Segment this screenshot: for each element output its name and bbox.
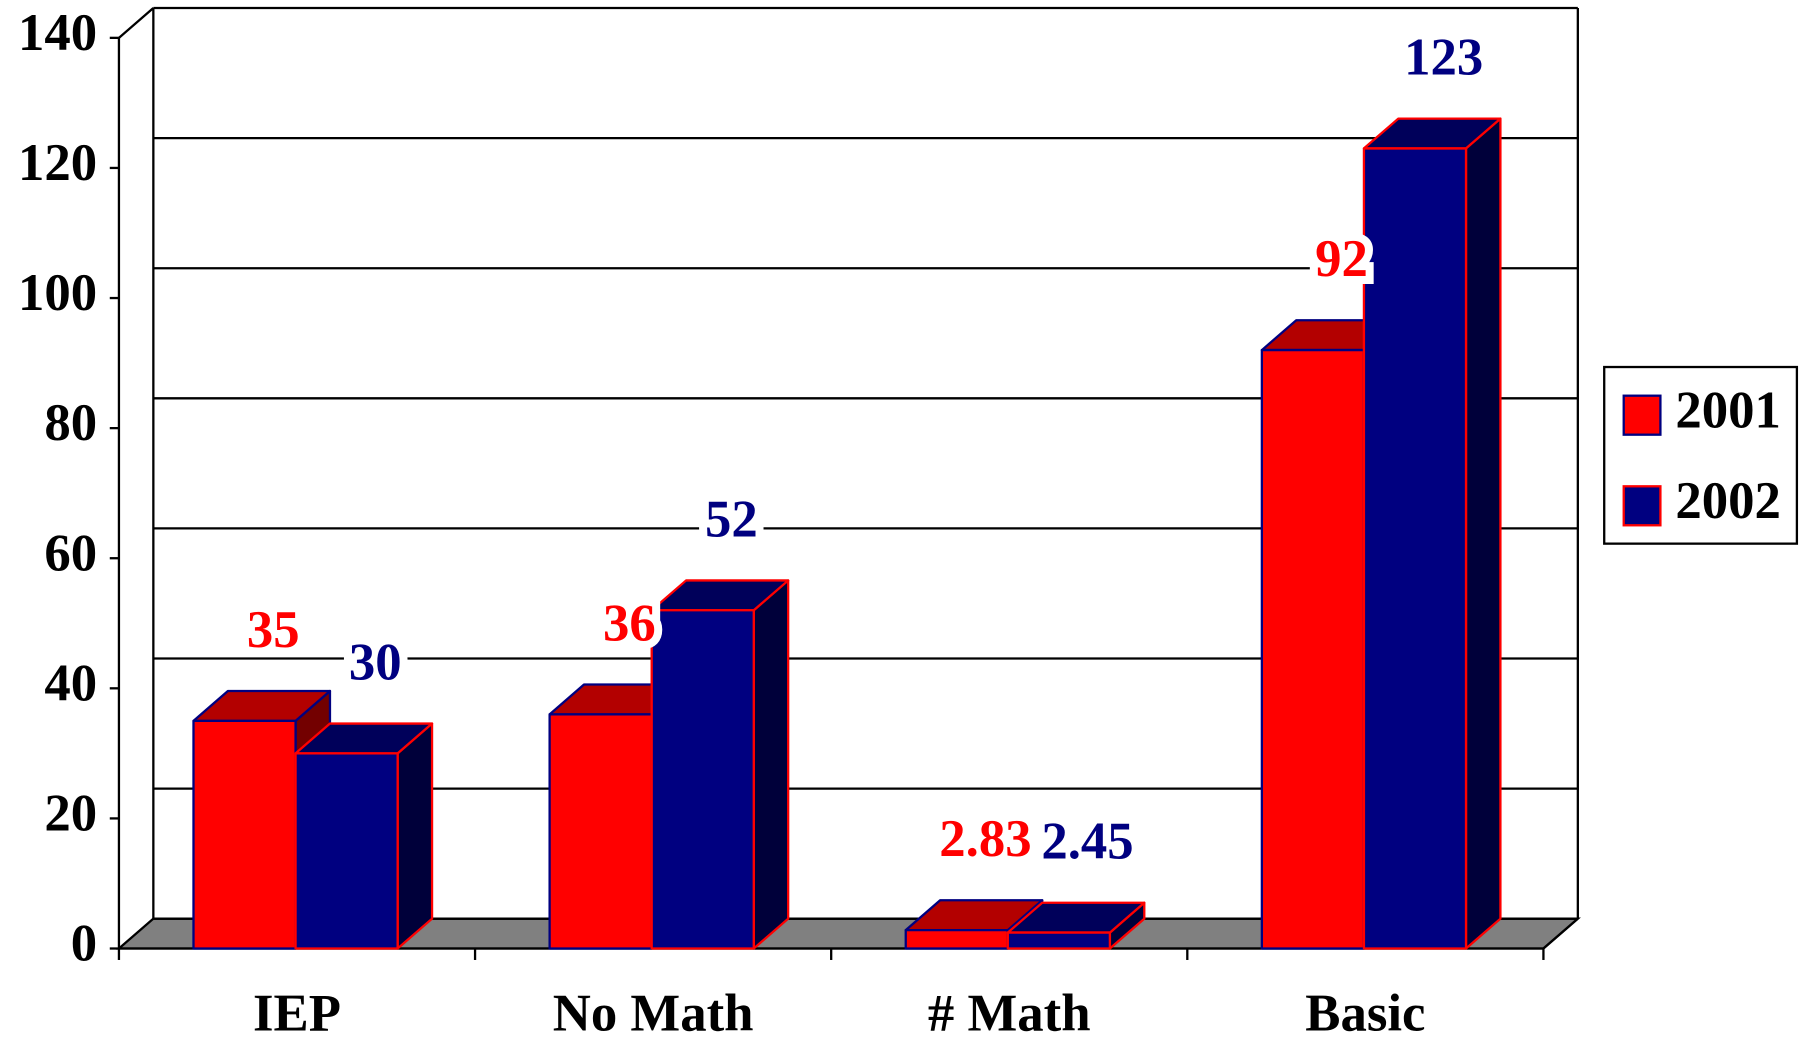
bar-front xyxy=(1260,348,1366,950)
bar-front xyxy=(904,928,1009,950)
bar-front xyxy=(294,752,399,950)
y-tick-label: 140 xyxy=(18,4,97,62)
bar-side xyxy=(752,579,790,950)
value-label: 35 xyxy=(247,601,300,659)
x-tick-label: Basic xyxy=(1305,985,1425,1043)
value-label: 123 xyxy=(1404,29,1483,87)
left-wall-top-edge xyxy=(118,7,155,39)
legend-swatch xyxy=(1622,394,1662,436)
legend-label: 2001 xyxy=(1675,381,1781,439)
bar-front xyxy=(1362,147,1468,950)
bar-front xyxy=(192,719,297,950)
legend-label: 2002 xyxy=(1675,472,1781,530)
y-tick-label: 20 xyxy=(44,785,97,843)
bar xyxy=(650,579,790,950)
bar xyxy=(294,722,434,950)
y-tick-label: 0 xyxy=(71,915,97,973)
value-label: 2.83 xyxy=(939,810,1031,868)
value-label: 92 xyxy=(1315,230,1368,288)
legend-swatch xyxy=(1622,485,1662,527)
bar xyxy=(1362,117,1502,950)
bar-side xyxy=(396,722,434,950)
value-label: 36 xyxy=(603,594,656,652)
bar-front xyxy=(650,609,755,950)
y-tick-label: 120 xyxy=(18,134,97,192)
bar-front xyxy=(1006,931,1112,950)
bar-side xyxy=(1464,117,1502,950)
x-tick-label: # Math xyxy=(928,985,1091,1043)
x-tick-label: No Math xyxy=(553,985,754,1043)
value-label: 30 xyxy=(349,633,402,691)
bar xyxy=(1006,901,1146,950)
y-tick-label: 60 xyxy=(44,524,97,582)
x-tick-label: IEP xyxy=(253,985,341,1043)
bar-front xyxy=(548,713,653,950)
value-label: 2.45 xyxy=(1041,813,1133,871)
value-label: 52 xyxy=(705,490,758,548)
floor-right-edge xyxy=(1542,917,1579,950)
y-tick-label: 80 xyxy=(44,394,97,452)
y-tick-label: 40 xyxy=(44,654,97,712)
y-tick-label: 100 xyxy=(18,264,97,322)
